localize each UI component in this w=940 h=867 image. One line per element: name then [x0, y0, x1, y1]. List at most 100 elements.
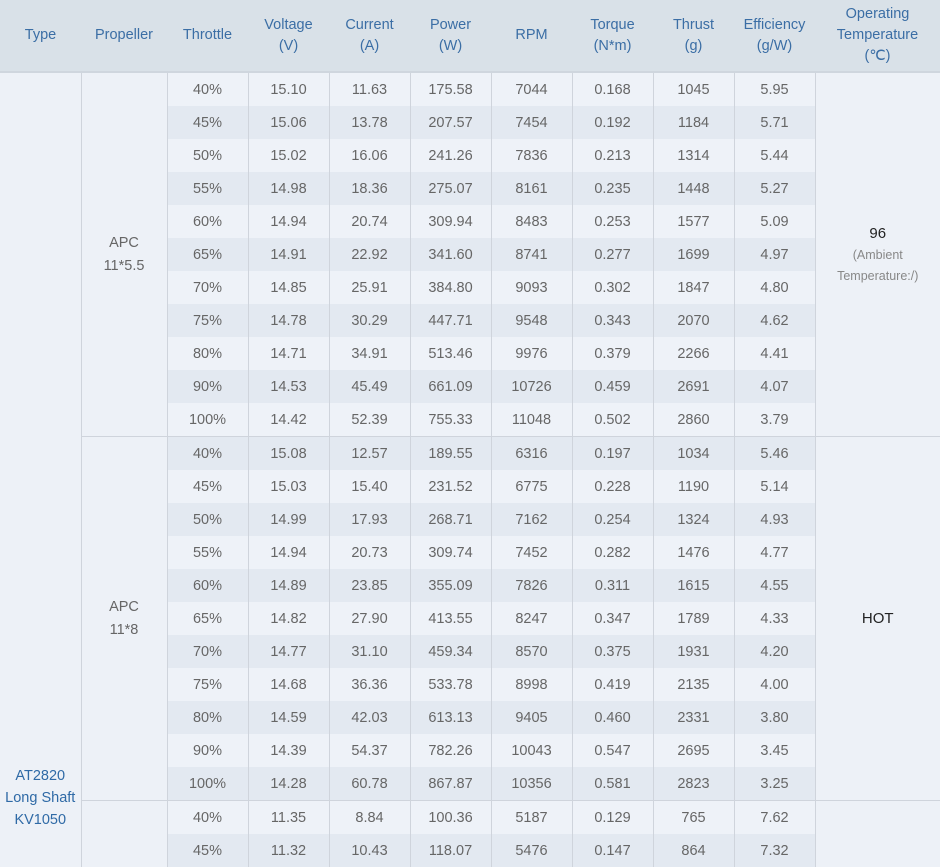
- efficiency-cell: 5.27: [734, 172, 815, 205]
- throttle-cell: 80%: [167, 337, 248, 370]
- column-header-line: (g): [653, 36, 734, 57]
- rpm-cell: 10356: [491, 767, 572, 801]
- column-header-line: Propeller: [81, 25, 167, 46]
- voltage-cell: 14.91: [248, 238, 329, 271]
- column-header-line: (℃): [815, 46, 940, 67]
- torque-cell: 0.147: [572, 834, 653, 867]
- efficiency-cell: 5.09: [734, 205, 815, 238]
- propeller-label-line: 11*5.5: [82, 255, 167, 278]
- power-cell: 447.71: [410, 304, 491, 337]
- temperature-value: 96: [816, 223, 940, 245]
- current-cell: 27.90: [329, 602, 410, 635]
- column-header-line: Efficiency: [734, 15, 815, 36]
- thrust-cell: 2860: [653, 403, 734, 437]
- torque-cell: 0.419: [572, 668, 653, 701]
- propeller-label-line: APC: [82, 232, 167, 255]
- current-cell: 12.57: [329, 437, 410, 471]
- efficiency-cell: 3.45: [734, 734, 815, 767]
- efficiency-cell: 5.71: [734, 106, 815, 139]
- current-cell: 45.49: [329, 370, 410, 403]
- thrust-cell: 2695: [653, 734, 734, 767]
- rpm-cell: 9405: [491, 701, 572, 734]
- column-header-line: RPM: [491, 25, 572, 46]
- column-header-line: (N*m): [572, 36, 653, 57]
- torque-cell: 0.581: [572, 767, 653, 801]
- column-header-efficiency: Efficiency(g/W): [734, 0, 815, 72]
- power-cell: 207.57: [410, 106, 491, 139]
- throttle-cell: 75%: [167, 304, 248, 337]
- rpm-cell: 11048: [491, 403, 572, 437]
- efficiency-cell: 5.95: [734, 72, 815, 106]
- power-cell: 309.74: [410, 536, 491, 569]
- torque-cell: 0.197: [572, 437, 653, 471]
- current-cell: 16.06: [329, 139, 410, 172]
- torque-cell: 0.547: [572, 734, 653, 767]
- ambient-temperature-note: (Ambient: [816, 245, 940, 266]
- torque-cell: 0.282: [572, 536, 653, 569]
- throttle-cell: 75%: [167, 668, 248, 701]
- power-cell: 613.13: [410, 701, 491, 734]
- thrust-cell: 1184: [653, 106, 734, 139]
- power-cell: 413.55: [410, 602, 491, 635]
- torque-cell: 0.254: [572, 503, 653, 536]
- throttle-cell: 100%: [167, 767, 248, 801]
- rpm-cell: 7454: [491, 106, 572, 139]
- throttle-cell: 45%: [167, 106, 248, 139]
- column-header-line: Type: [0, 25, 81, 46]
- voltage-cell: 14.78: [248, 304, 329, 337]
- current-cell: 8.84: [329, 801, 410, 835]
- efficiency-cell: 4.20: [734, 635, 815, 668]
- voltage-cell: 14.68: [248, 668, 329, 701]
- power-cell: 782.26: [410, 734, 491, 767]
- rpm-cell: 9093: [491, 271, 572, 304]
- type-label-line: KV1050: [0, 809, 81, 831]
- column-header-type: Type: [0, 0, 81, 72]
- rpm-cell: 5187: [491, 801, 572, 835]
- column-header-thrust: Thrust(g): [653, 0, 734, 72]
- voltage-cell: 14.94: [248, 536, 329, 569]
- current-cell: 54.37: [329, 734, 410, 767]
- torque-cell: 0.302: [572, 271, 653, 304]
- ambient-temperature-note: Temperature:/): [816, 266, 940, 287]
- temperature-value: HOT: [816, 608, 940, 630]
- torque-cell: 0.502: [572, 403, 653, 437]
- efficiency-cell: 7.32: [734, 834, 815, 867]
- current-cell: 17.93: [329, 503, 410, 536]
- current-cell: 34.91: [329, 337, 410, 370]
- power-cell: 355.09: [410, 569, 491, 602]
- thrust-cell: 1314: [653, 139, 734, 172]
- torque-cell: 0.375: [572, 635, 653, 668]
- torque-cell: 0.311: [572, 569, 653, 602]
- rpm-cell: 8247: [491, 602, 572, 635]
- column-header-torque: Torque(N*m): [572, 0, 653, 72]
- column-header-line: Torque: [572, 15, 653, 36]
- propeller-label-line: 11*8: [82, 619, 167, 642]
- rpm-cell: 8998: [491, 668, 572, 701]
- voltage-cell: 15.03: [248, 470, 329, 503]
- thrust-cell: 1577: [653, 205, 734, 238]
- throttle-cell: 55%: [167, 536, 248, 569]
- thrust-cell: 1931: [653, 635, 734, 668]
- column-header-line: Temperature: [815, 25, 940, 46]
- current-cell: 10.43: [329, 834, 410, 867]
- torque-cell: 0.277: [572, 238, 653, 271]
- current-cell: 31.10: [329, 635, 410, 668]
- efficiency-cell: 3.80: [734, 701, 815, 734]
- throttle-cell: 50%: [167, 139, 248, 172]
- thrust-cell: 864: [653, 834, 734, 867]
- power-cell: 309.94: [410, 205, 491, 238]
- power-cell: 231.52: [410, 470, 491, 503]
- operating-temperature-cell: HOT: [815, 437, 940, 801]
- column-header-line: (V): [248, 36, 329, 57]
- power-cell: 459.34: [410, 635, 491, 668]
- voltage-cell: 14.71: [248, 337, 329, 370]
- current-cell: 18.36: [329, 172, 410, 205]
- power-cell: 189.55: [410, 437, 491, 471]
- voltage-cell: 14.89: [248, 569, 329, 602]
- voltage-cell: 11.35: [248, 801, 329, 835]
- thrust-cell: 1615: [653, 569, 734, 602]
- power-cell: 867.87: [410, 767, 491, 801]
